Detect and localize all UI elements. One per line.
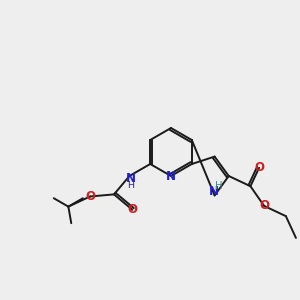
Text: N: N: [208, 185, 219, 198]
Text: O: O: [259, 200, 269, 212]
Text: H: H: [127, 181, 134, 190]
Text: N: N: [166, 169, 176, 182]
Text: H: H: [215, 182, 222, 191]
Text: N: N: [125, 172, 135, 185]
Text: O: O: [128, 203, 137, 216]
Text: O: O: [254, 161, 264, 174]
Text: O: O: [85, 190, 95, 203]
